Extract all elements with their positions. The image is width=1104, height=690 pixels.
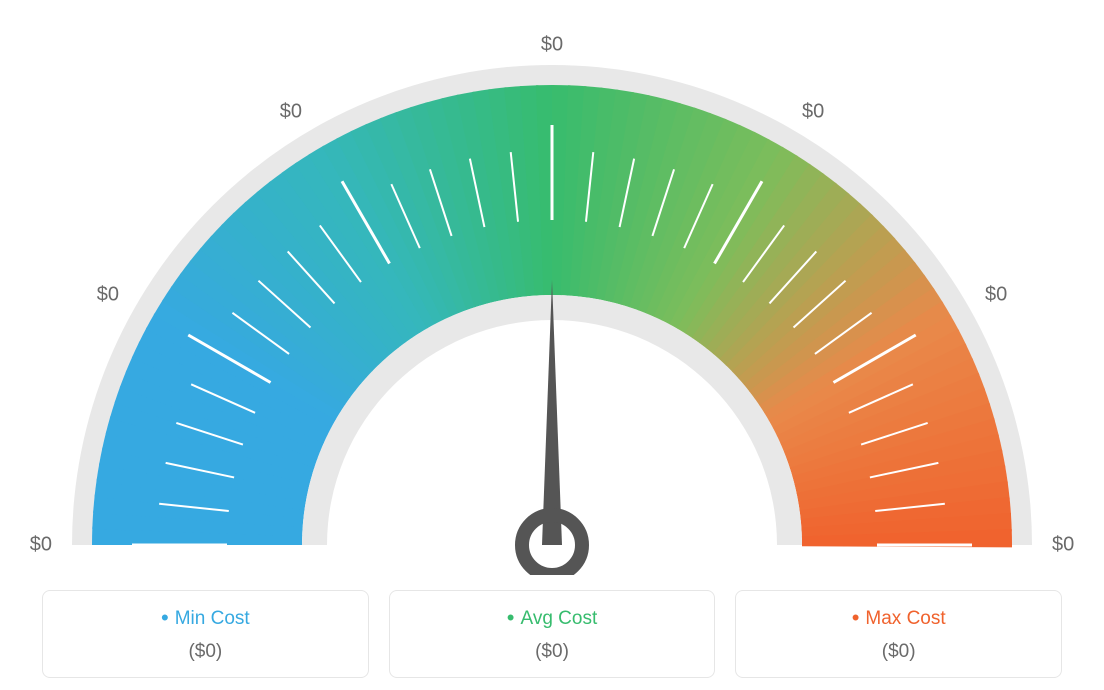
gauge-tick-label: $0 [1052,534,1074,557]
legend-card-avg: Avg Cost ($0) [389,590,716,678]
gauge-svg [42,15,1062,575]
gauge-tick-label: $0 [30,534,52,557]
legend-avg-label: Avg Cost [390,605,715,631]
gauge-tick-label: $0 [97,284,119,307]
gauge-tick-label: $0 [541,34,563,57]
gauge-tick-label: $0 [280,100,302,123]
gauge-tick-label: $0 [802,100,824,123]
legend-card-max: Max Cost ($0) [735,590,1062,678]
legend-min-label: Min Cost [43,605,368,631]
legend-max-label: Max Cost [736,605,1061,631]
legend-min-value: ($0) [43,641,368,663]
legend-avg-value: ($0) [390,641,715,663]
legend-row: Min Cost ($0) Avg Cost ($0) Max Cost ($0… [42,590,1062,678]
cost-gauge-container: $0 $0 $0 $0 $0 $0 $0 Min Cost ($0) Avg Cost ($… [0,0,1104,690]
legend-max-value: ($0) [736,641,1061,663]
gauge-tick-label: $0 [985,284,1007,307]
gauge: $0$0$0$0$0$0$0 [42,15,1062,575]
legend-card-min: Min Cost ($0) [42,590,369,678]
